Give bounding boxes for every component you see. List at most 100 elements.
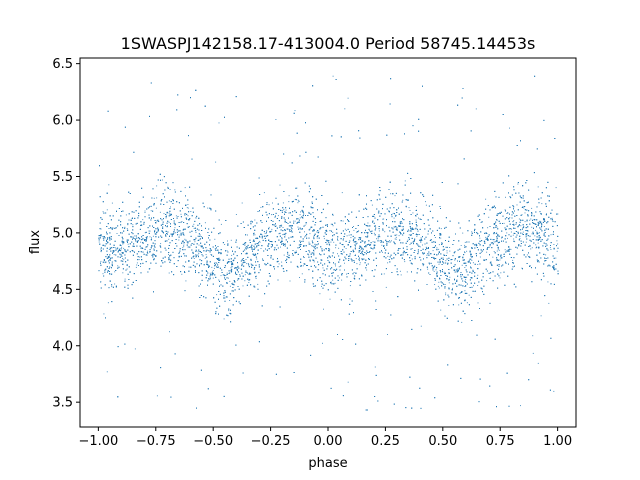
- data-point: [356, 242, 358, 244]
- data-point: [218, 122, 220, 124]
- data-point: [190, 211, 192, 212]
- data-point: [485, 236, 487, 238]
- data-point: [373, 232, 375, 234]
- data-point: [297, 226, 299, 228]
- data-point: [271, 214, 272, 216]
- data-point: [466, 250, 468, 252]
- data-point: [182, 247, 184, 249]
- data-point: [524, 221, 526, 223]
- data-point: [445, 292, 447, 294]
- data-point: [147, 250, 148, 252]
- data-point: [212, 271, 213, 273]
- data-point: [106, 209, 108, 211]
- data-point: [119, 248, 120, 250]
- data-point: [139, 256, 141, 258]
- data-point: [168, 253, 169, 255]
- data-point: [549, 247, 551, 249]
- data-point: [498, 249, 500, 251]
- data-point: [293, 220, 295, 222]
- data-point: [548, 302, 550, 304]
- data-point: [311, 245, 313, 247]
- data-point: [550, 234, 552, 236]
- data-point: [443, 253, 445, 255]
- data-point: [215, 262, 217, 263]
- data-point: [319, 227, 321, 229]
- data-point: [541, 203, 543, 205]
- data-point: [354, 247, 356, 249]
- data-point: [282, 234, 284, 236]
- data-point: [268, 226, 270, 228]
- data-point: [140, 266, 141, 267]
- data-point: [114, 283, 116, 285]
- data-point: [493, 241, 495, 243]
- data-point: [168, 221, 170, 223]
- data-point: [282, 202, 284, 204]
- data-point: [443, 271, 445, 273]
- data-point: [229, 300, 231, 301]
- data-point: [263, 192, 265, 194]
- data-point: [265, 264, 267, 266]
- data-point: [204, 257, 206, 259]
- data-point: [150, 210, 152, 212]
- data-point: [283, 254, 285, 256]
- data-point: [127, 224, 129, 226]
- data-point: [335, 265, 336, 267]
- data-point: [313, 250, 315, 252]
- data-point: [187, 204, 189, 205]
- data-point: [343, 237, 345, 239]
- data-point: [531, 226, 533, 228]
- data-point: [415, 219, 417, 221]
- data-point: [332, 231, 334, 233]
- data-point: [465, 269, 467, 271]
- data-point: [100, 251, 102, 253]
- data-point: [144, 232, 146, 234]
- data-point: [531, 247, 533, 249]
- data-point: [260, 206, 262, 208]
- data-point: [497, 215, 498, 216]
- data-point: [433, 257, 435, 259]
- data-point: [525, 241, 527, 243]
- data-point: [399, 270, 401, 272]
- data-point: [256, 258, 258, 260]
- data-point: [187, 215, 189, 217]
- data-point: [557, 243, 559, 245]
- data-point: [259, 241, 261, 243]
- data-point: [228, 310, 230, 312]
- data-point: [184, 187, 186, 189]
- data-point: [156, 395, 158, 397]
- data-point: [125, 214, 127, 216]
- data-point: [402, 199, 404, 201]
- data-point: [530, 248, 532, 250]
- data-point: [475, 108, 477, 110]
- data-point: [299, 214, 301, 216]
- data-point: [195, 231, 197, 233]
- data-point: [376, 238, 377, 240]
- data-point: [537, 242, 539, 244]
- data-point: [515, 224, 517, 225]
- data-point: [224, 244, 226, 245]
- data-point: [209, 272, 211, 274]
- data-point: [496, 226, 498, 228]
- data-point: [448, 282, 450, 284]
- data-point: [535, 229, 537, 231]
- data-point: [181, 273, 183, 275]
- data-point: [556, 240, 558, 242]
- data-point: [165, 217, 167, 219]
- data-point: [301, 240, 303, 242]
- data-point: [486, 251, 488, 253]
- data-point: [218, 279, 220, 281]
- data-point: [551, 217, 553, 219]
- data-point: [420, 325, 422, 327]
- data-point: [244, 274, 246, 276]
- data-point: [427, 268, 429, 270]
- data-point: [513, 220, 515, 221]
- data-point: [458, 304, 460, 306]
- data-point: [440, 228, 442, 230]
- data-point: [477, 302, 479, 304]
- data-point: [231, 254, 233, 256]
- data-point: [247, 263, 249, 264]
- data-point: [212, 277, 214, 279]
- data-point: [218, 251, 219, 253]
- data-point: [186, 207, 188, 209]
- data-point: [400, 274, 402, 276]
